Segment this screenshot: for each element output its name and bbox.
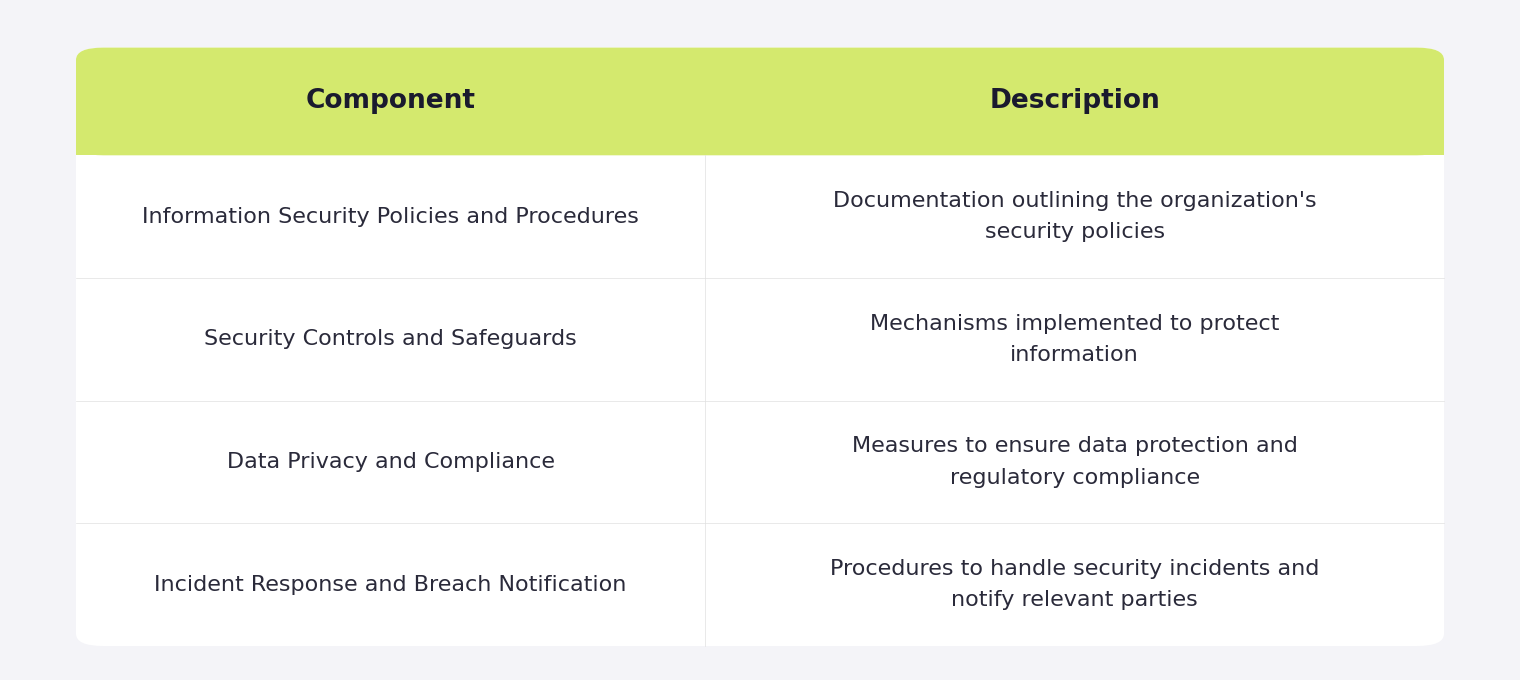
Text: Data Privacy and Compliance: Data Privacy and Compliance (226, 452, 555, 472)
Text: Mechanisms implemented to protect
information: Mechanisms implemented to protect inform… (869, 313, 1280, 365)
Text: Incident Response and Breach Notification: Incident Response and Breach Notificatio… (155, 575, 626, 595)
Text: Description: Description (990, 88, 1160, 114)
Text: Documentation outlining the organization's
security policies: Documentation outlining the organization… (833, 191, 1316, 242)
Text: Information Security Policies and Procedures: Information Security Policies and Proced… (143, 207, 638, 226)
Text: Procedures to handle security incidents and
notify relevant parties: Procedures to handle security incidents … (830, 559, 1319, 610)
Text: Measures to ensure data protection and
regulatory compliance: Measures to ensure data protection and r… (851, 437, 1298, 488)
FancyBboxPatch shape (76, 48, 1444, 155)
Text: Component: Component (306, 88, 476, 114)
Text: Security Controls and Safeguards: Security Controls and Safeguards (204, 329, 578, 350)
FancyBboxPatch shape (76, 48, 1444, 646)
Bar (76, 107, 1444, 155)
